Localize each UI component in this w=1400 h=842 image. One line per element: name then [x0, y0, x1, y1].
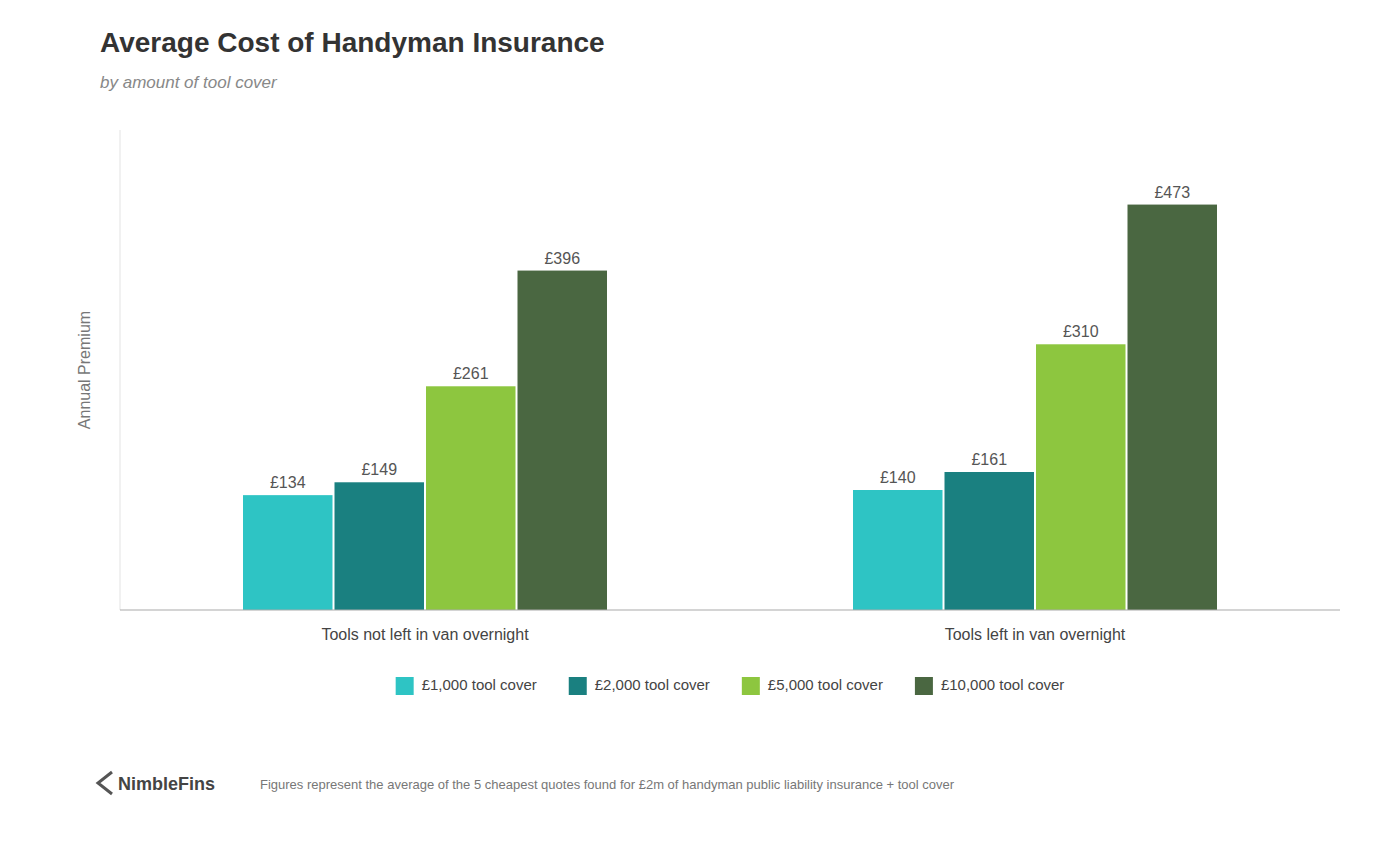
y-axis-line	[120, 130, 121, 610]
subtitle: by amount of tool cover	[100, 73, 278, 92]
brand-chevron	[98, 772, 112, 794]
data-label: £149	[361, 461, 397, 478]
data-label: £396	[544, 250, 580, 267]
legend-item: £10,000 tool cover	[915, 676, 1064, 695]
x-tick-label: Tools left in van overnight	[945, 626, 1126, 643]
bar	[1128, 205, 1218, 610]
y-axis-label: Annual Premium	[76, 311, 93, 429]
legend-label: £2,000 tool cover	[595, 676, 710, 693]
x-tick-label: Tools not left in van overnight	[321, 626, 529, 643]
title: Average Cost of Handyman Insurance	[100, 27, 605, 58]
background	[0, 0, 1400, 842]
legend-swatch	[742, 677, 760, 695]
bar	[426, 386, 516, 610]
legend-swatch	[915, 677, 933, 695]
legend-label: £10,000 tool cover	[941, 676, 1064, 693]
data-label: £134	[270, 474, 306, 491]
chart-container: Average Cost of Handyman Insurance by amo…	[0, 0, 1400, 842]
bars	[243, 205, 1217, 610]
bar	[945, 472, 1035, 610]
data-label: £140	[880, 469, 916, 486]
brand-text: NimbleFins	[118, 774, 215, 794]
legend-swatch	[569, 677, 587, 695]
bar	[1036, 344, 1126, 610]
data-label: £310	[1063, 323, 1099, 340]
legend-label: £1,000 tool cover	[422, 676, 537, 693]
x-axis-line	[120, 609, 1340, 610]
legend-item: £1,000 tool cover	[396, 676, 537, 695]
data-label: £161	[971, 451, 1007, 468]
data-label: £473	[1154, 184, 1190, 201]
data-label: £261	[453, 365, 489, 382]
legend-item: £2,000 tool cover	[569, 676, 710, 695]
bar	[518, 271, 608, 610]
legend: £1,000 tool cover £2,000 tool cover £5,000…	[396, 676, 1065, 695]
chart-svg: Average Cost of Handyman Insurance by amo…	[0, 0, 1400, 842]
data-labels: £134 £140 £149 £161 £261 £310 £396 £473	[270, 184, 1190, 492]
bar	[853, 490, 943, 610]
legend-item: £5,000 tool cover	[742, 676, 883, 695]
legend-swatch	[396, 677, 414, 695]
bar	[243, 495, 333, 610]
footer-note: Figures represent the average of the 5 c…	[260, 777, 955, 792]
legend-label: £5,000 tool cover	[768, 676, 883, 693]
bar	[335, 482, 425, 610]
